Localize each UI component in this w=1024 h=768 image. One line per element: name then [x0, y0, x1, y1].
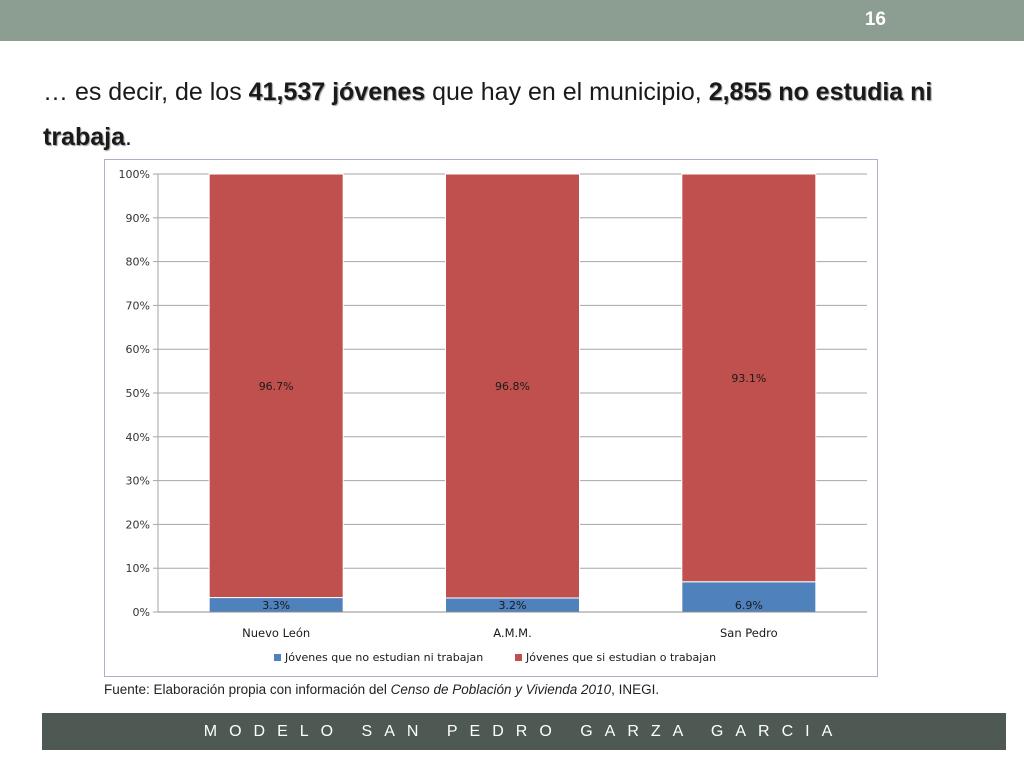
- headline-bold-2: 2,855 no estudia ni trabaja: [43, 78, 933, 151]
- chart-frame: 0% 10% 20% 30% 40% 50% 60% 70% 80% 90% 100% 3.3% 96.…: [104, 159, 878, 677]
- bar-segment: [681, 581, 817, 613]
- y-tick-label: 0%: [133, 606, 150, 619]
- data-label: 93.1%: [731, 372, 766, 385]
- data-label: 96.7%: [259, 380, 294, 393]
- y-tick-label: 80%: [126, 256, 150, 269]
- bar-segment: [445, 173, 580, 599]
- legend-swatch: [515, 654, 522, 661]
- footer-bar: MODELO SAN PEDRO GARZA GARCIA: [42, 713, 1006, 750]
- slide-number: 16: [864, 9, 886, 30]
- category-label: San Pedro: [720, 626, 778, 640]
- headline-text-2: que hay en el municipio,: [425, 78, 709, 106]
- y-tick-label: 90%: [126, 212, 150, 225]
- headline-text-3: .: [124, 123, 132, 151]
- y-tick-label: 70%: [126, 299, 150, 312]
- legend-label: Jóvenes que no estudian ni trabajan: [284, 651, 483, 664]
- source-prefix: Fuente: Elaboración propia con informaci…: [104, 682, 391, 697]
- y-tick-label: 50%: [126, 387, 150, 400]
- top-bar: 16: [0, 0, 1024, 41]
- category-label: Nuevo León: [242, 626, 310, 640]
- footer-text: MODELO SAN PEDRO GARZA GARCIA: [203, 723, 845, 740]
- source-note: Fuente: Elaboración propia con informaci…: [104, 682, 659, 697]
- bar-segment: [681, 173, 817, 583]
- legend-label: Jóvenes que si estudian o trabajan: [525, 651, 716, 664]
- y-tick-label: 10%: [126, 562, 150, 575]
- source-italic: Censo de Población y Vivienda 2010: [390, 682, 612, 697]
- y-tick-label: 60%: [126, 343, 150, 356]
- data-label: 6.9%: [735, 599, 763, 612]
- y-tick-label: 30%: [126, 475, 150, 488]
- source-suffix: , INEGI.: [611, 682, 660, 697]
- bar-segment: [208, 173, 344, 599]
- headline-text-1: … es decir, de los: [43, 78, 249, 106]
- data-label: 3.3%: [262, 599, 290, 612]
- category-label: A.M.M.: [493, 626, 531, 640]
- legend-swatch: [274, 654, 281, 661]
- stacked-bar-chart: 0% 10% 20% 30% 40% 50% 60% 70% 80% 90% 100% 3.3% 96.…: [119, 168, 867, 664]
- data-label: 3.2%: [499, 599, 527, 612]
- y-tick-label: 40%: [126, 431, 150, 444]
- headline-bold-1: 41,537 jóvenes: [248, 78, 426, 106]
- data-label: 96.8%: [495, 380, 530, 393]
- headline: … es decir, de los 41,537 jóvenes que ha…: [43, 70, 993, 160]
- y-tick-label: 20%: [126, 518, 150, 531]
- y-tick-label: 100%: [119, 168, 150, 181]
